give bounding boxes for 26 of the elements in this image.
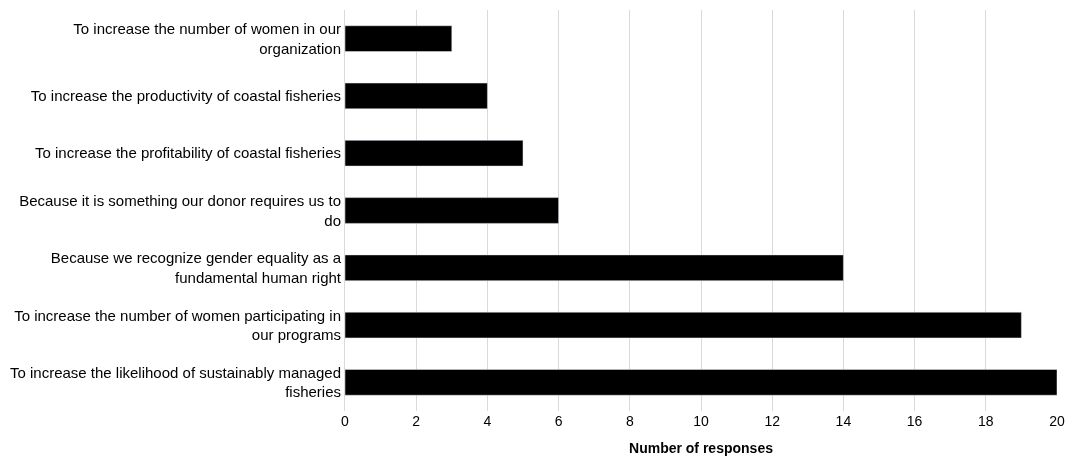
- bar: [345, 369, 1057, 396]
- x-tick-label: 2: [412, 413, 421, 429]
- x-tick-label: 6: [554, 413, 563, 429]
- bar: [345, 25, 453, 52]
- y-tick-label: To increase the profitability of coastal fisheries: [35, 144, 341, 162]
- bar: [345, 311, 1022, 339]
- x-tick-label: 14: [835, 413, 852, 429]
- bar: [345, 254, 844, 281]
- x-tick-label: 18: [978, 413, 994, 429]
- x-tick-label: 0: [341, 413, 350, 429]
- y-tick-label: To increase the number of women participating in our programs: [14, 306, 341, 344]
- x-tick-label: 10: [693, 413, 709, 429]
- x-tick-label: 4: [483, 413, 492, 429]
- x-tick-label: 16: [906, 413, 923, 429]
- x-tick-label: 8: [625, 413, 634, 429]
- bar: [345, 140, 524, 167]
- bar: [345, 197, 559, 224]
- y-tick-label: To increase the productivity of coastal fisheries: [30, 87, 341, 105]
- y-tick-label: Because it is something our donor requires us to do: [19, 192, 341, 229]
- x-tick-label: 12: [764, 413, 781, 429]
- x-axis-title: Number of responses: [629, 440, 774, 457]
- y-tick-label: Because we recognize gender equality as a fundamental human right: [50, 249, 342, 286]
- y-tick-label: To increase the number of women in our organization: [73, 20, 341, 57]
- bar: [345, 82, 488, 110]
- y-tick-label: To increase the likelihood of sustainably managed fisheries: [9, 363, 341, 401]
- x-tick-label: 20: [1049, 413, 1065, 429]
